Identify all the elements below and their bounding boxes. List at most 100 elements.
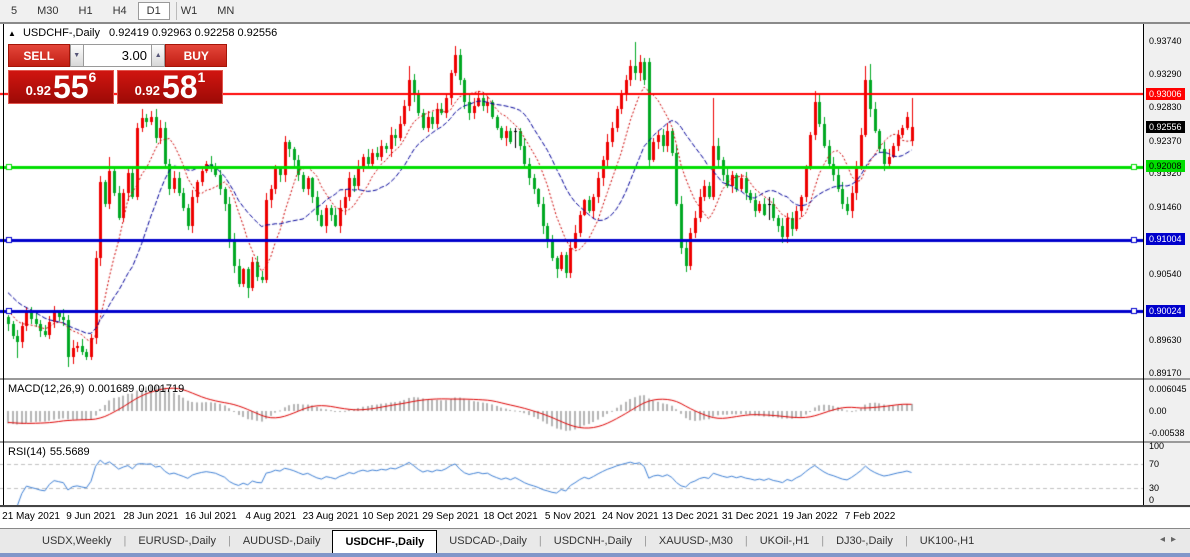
ask-price-panel[interactable]: 0.92 58 1: [117, 70, 223, 104]
bid-prefix: 0.92: [25, 83, 51, 98]
rsi-axis-label: 100: [1149, 441, 1165, 451]
chart-tab-dj30[interactable]: DJ30-,Daily: [836, 535, 893, 547]
price-tick: 0.92830: [1149, 102, 1182, 113]
chart-tab-xauusd[interactable]: XAUUSD-,M30: [658, 535, 733, 547]
date-label: 4 Aug 2021: [245, 511, 297, 522]
date-label: 19 Jan 2022: [782, 511, 838, 522]
date-label: 9 Jun 2021: [66, 511, 116, 522]
tabbar-border: [0, 528, 1190, 529]
tab-divider: |: [904, 535, 908, 547]
date-label: 16 Jul 2021: [184, 511, 237, 522]
date-label: 31 Dec 2021: [721, 511, 779, 522]
price-axis-border: [1143, 24, 1144, 505]
bid-pip-digit: 6: [88, 69, 97, 85]
tab-divider: |: [227, 535, 231, 547]
chart-tab-ukoil[interactable]: UKOil-,H1: [759, 535, 810, 547]
tab-scroll-left-icon[interactable]: ◂: [1159, 534, 1171, 545]
bid-big-digits: 55: [52, 69, 89, 105]
tab-scroll-right-icon[interactable]: ▸: [1170, 534, 1182, 545]
rsi-label: RSI(14) 55.5689: [8, 446, 90, 458]
date-label: 18 Oct 2021: [483, 511, 538, 522]
chart-tab-usdcnh[interactable]: USDCNH-,Daily: [553, 535, 633, 547]
one-click-panel-arrow-icon[interactable]: ▲: [8, 29, 16, 38]
macd-axis-label: 0.006045: [1149, 384, 1187, 394]
toolbar-border: [0, 22, 1190, 24]
buy-button[interactable]: BUY: [165, 44, 227, 67]
ask-pip-digit: 1: [197, 69, 206, 85]
bid-price-panel[interactable]: 0.92 55 6: [8, 70, 114, 104]
tab-divider: |: [744, 535, 748, 547]
price-axis[interactable]: 0.93740 0.93290 0.92830 0.92370 0.91920 0.914…: [1144, 24, 1190, 505]
panel-separator: [0, 505, 1190, 507]
date-label: 21 May 2021: [2, 511, 60, 522]
tab-scroll-arrows: ◂▸: [1160, 534, 1182, 545]
price-tick: 0.90540: [1149, 268, 1182, 279]
timeframe-button-h1[interactable]: H1: [78, 5, 93, 17]
ask-prefix: 0.92: [134, 83, 160, 98]
ask-big-digits: 58: [161, 69, 198, 105]
date-label: 24 Nov 2021: [601, 511, 659, 522]
chart-tab-bar: USDX,Weekly | EURUSD-,Daily | AUDUSD-,Daily U…: [0, 529, 1190, 553]
timeframe-button-mn[interactable]: MN: [217, 5, 235, 17]
price-tick: 0.89630: [1149, 334, 1182, 345]
macd-signal-value: 0.001719: [138, 383, 185, 395]
date-label: 10 Sep 2021: [362, 511, 419, 522]
window-bottom-edge: [0, 553, 1190, 557]
price-badge: 0.91004: [1146, 233, 1185, 246]
macd-panel-canvas[interactable]: [0, 380, 1143, 441]
ohlc-values: 0.92419 0.92963 0.92258 0.92556: [109, 27, 278, 39]
date-axis[interactable]: 21 May 2021 9 Jun 2021 28 Jun 2021 16 Jul 2…: [0, 508, 1190, 528]
chart-tab-eurusd[interactable]: EURUSD-,Daily: [138, 535, 216, 547]
macd-label: MACD(12,26,9) 0.001689 0.001719: [8, 383, 184, 395]
price-tick: 0.91460: [1149, 201, 1182, 212]
chart-tab-uk100[interactable]: UK100-,H1: [919, 535, 975, 547]
rsi-axis-label: 30: [1149, 483, 1160, 493]
chart-tab-usdcad[interactable]: USDCAD-,Daily: [449, 535, 527, 547]
date-label: 5 Nov 2021: [544, 511, 596, 522]
tab-divider: |: [644, 535, 647, 547]
macd-axis-label: -0.00538: [1149, 428, 1185, 438]
one-click-trading-panel: SELL ▼ ▲ BUY 0.92 55 6 0.92 58 1: [8, 44, 227, 104]
tab-divider: |: [538, 535, 542, 547]
price-badge: 0.92008: [1146, 160, 1185, 173]
timeframe-button-w1[interactable]: W1: [180, 5, 198, 17]
timeframe-button-h4[interactable]: H4: [112, 5, 127, 17]
rsi-panel-canvas[interactable]: [0, 443, 1143, 505]
timeframe-button-5[interactable]: 5: [11, 5, 18, 17]
lot-size-input[interactable]: [84, 44, 151, 67]
price-tick: 0.91920: [1149, 168, 1182, 179]
macd-name: MACD(12,26,9): [8, 383, 85, 395]
sell-button[interactable]: SELL: [8, 44, 70, 67]
price-tick: 0.89170: [1149, 368, 1182, 379]
chart-tab-usdx[interactable]: USDX,Weekly: [42, 535, 112, 547]
rsi-axis-label: 0: [1149, 495, 1155, 505]
chart-tab-audusd[interactable]: AUDUSD-,Daily: [242, 535, 321, 547]
rsi-name: RSI(14): [8, 446, 46, 458]
panel-separator[interactable]: [0, 378, 1190, 380]
macd-axis-label: 0.00: [1149, 406, 1167, 416]
toolbar-separator: [176, 2, 177, 20]
lot-increase-button[interactable]: ▲: [151, 44, 166, 67]
date-label: 23 Aug 2021: [302, 511, 359, 522]
price-badge: 0.90024: [1146, 304, 1185, 317]
macd-main-value: 0.001689: [88, 383, 135, 395]
date-label: 13 Dec 2021: [661, 511, 719, 522]
price-tick: 0.93290: [1149, 68, 1182, 79]
rsi-value: 55.5689: [49, 446, 90, 458]
timeframe-toolbar: 5 M30 H1 H4 D1 W1 MN: [0, 0, 1190, 22]
timeframe-button-m30[interactable]: M30: [37, 5, 59, 17]
chart-tab-usdchf[interactable]: USDCHF-,Daily: [332, 530, 438, 553]
tab-divider: |: [123, 535, 127, 547]
lot-decrease-button[interactable]: ▼: [69, 44, 84, 67]
price-badge: 0.92556: [1146, 120, 1185, 133]
price-badge: 0.93006: [1146, 87, 1185, 100]
price-tick: 0.93740: [1149, 36, 1182, 46]
timeframe-button-d1[interactable]: D1: [137, 2, 170, 20]
chart-header: ▲ USDCHF-,Daily 0.92419 0.92963 0.92258 …: [8, 27, 277, 39]
panel-separator[interactable]: [0, 441, 1190, 443]
plot-left-border: [3, 24, 4, 505]
rsi-axis-label: 70: [1149, 459, 1160, 469]
tab-divider: |: [821, 535, 825, 547]
date-label: 28 Jun 2021: [123, 511, 179, 522]
